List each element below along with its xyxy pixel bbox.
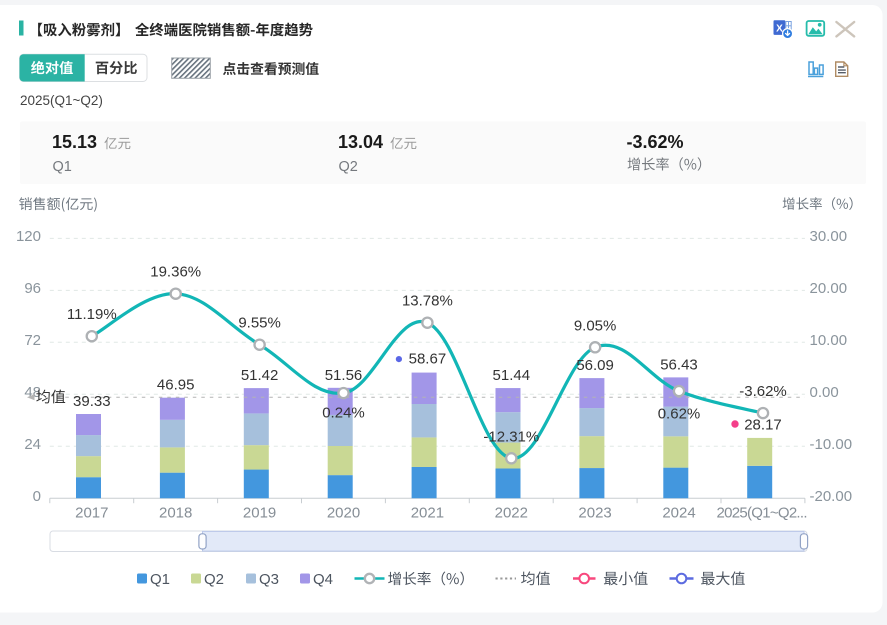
svg-text:0.00: 0.00 (810, 384, 839, 401)
svg-text:30.00: 30.00 (810, 228, 848, 245)
svg-text:-20.00: -20.00 (810, 488, 853, 505)
svg-text:56.43: 56.43 (660, 356, 698, 373)
svg-text:-3.62%: -3.62% (739, 383, 787, 400)
svg-text:15.13: 15.13 (52, 132, 97, 152)
svg-text:Q1: Q1 (150, 571, 170, 588)
svg-text:120: 120 (16, 228, 41, 245)
svg-text:19.36%: 19.36% (150, 264, 201, 281)
svg-text:-3.62%: -3.62% (627, 132, 684, 152)
svg-text:2023: 2023 (578, 504, 611, 521)
svg-text:72: 72 (24, 332, 41, 349)
svg-text:2025(Q1~Q2...: 2025(Q1~Q2... (717, 504, 808, 521)
svg-text:Q4: Q4 (313, 571, 333, 588)
svg-text:2019: 2019 (243, 504, 276, 521)
svg-text:Q2: Q2 (204, 571, 224, 588)
svg-text:10.00: 10.00 (810, 332, 848, 349)
svg-text:2022: 2022 (495, 504, 528, 521)
svg-text:51.44: 51.44 (493, 367, 531, 384)
svg-text:9.05%: 9.05% (574, 317, 617, 334)
svg-text:2020: 2020 (327, 504, 360, 521)
svg-text:11.19%: 11.19% (67, 306, 117, 323)
svg-text:28.17: 28.17 (744, 417, 782, 434)
svg-text:56.09: 56.09 (576, 357, 614, 374)
svg-text:24: 24 (24, 436, 41, 453)
svg-text:2018: 2018 (159, 504, 192, 521)
svg-text:Q2: Q2 (339, 159, 358, 175)
svg-text:20.00: 20.00 (810, 280, 848, 297)
svg-text:-12.31%: -12.31% (483, 428, 539, 445)
svg-text:96: 96 (24, 280, 41, 297)
svg-text:9.55%: 9.55% (238, 315, 281, 332)
svg-text:Q3: Q3 (259, 571, 279, 588)
svg-text:13.04: 13.04 (338, 132, 383, 152)
svg-text:Q1: Q1 (53, 159, 72, 175)
svg-text:39.33: 39.33 (73, 393, 111, 410)
svg-text:-10.00: -10.00 (810, 436, 853, 453)
svg-text:0.24%: 0.24% (322, 405, 365, 422)
svg-text:13.78%: 13.78% (402, 293, 453, 310)
svg-text:0.62%: 0.62% (658, 405, 701, 422)
svg-text:2024: 2024 (662, 504, 695, 521)
svg-text:58.67: 58.67 (409, 351, 447, 368)
svg-text:2017: 2017 (75, 504, 108, 521)
svg-text:0: 0 (33, 488, 41, 505)
svg-text:51.42: 51.42 (241, 367, 279, 384)
svg-text:51.56: 51.56 (325, 367, 363, 384)
svg-text:2021: 2021 (411, 504, 444, 521)
svg-text:46.95: 46.95 (157, 377, 195, 394)
svg-text:2025(Q1~Q2): 2025(Q1~Q2) (20, 93, 103, 108)
svg-text:X: X (776, 24, 783, 35)
